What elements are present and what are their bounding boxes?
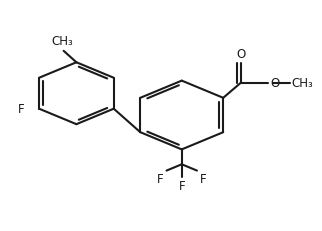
- Text: F: F: [178, 179, 185, 192]
- Text: O: O: [270, 77, 279, 90]
- Text: CH₃: CH₃: [51, 35, 73, 48]
- Text: F: F: [18, 103, 25, 116]
- Text: O: O: [236, 48, 245, 61]
- Text: CH₃: CH₃: [292, 77, 314, 90]
- Text: F: F: [200, 172, 206, 185]
- Text: F: F: [157, 172, 164, 185]
